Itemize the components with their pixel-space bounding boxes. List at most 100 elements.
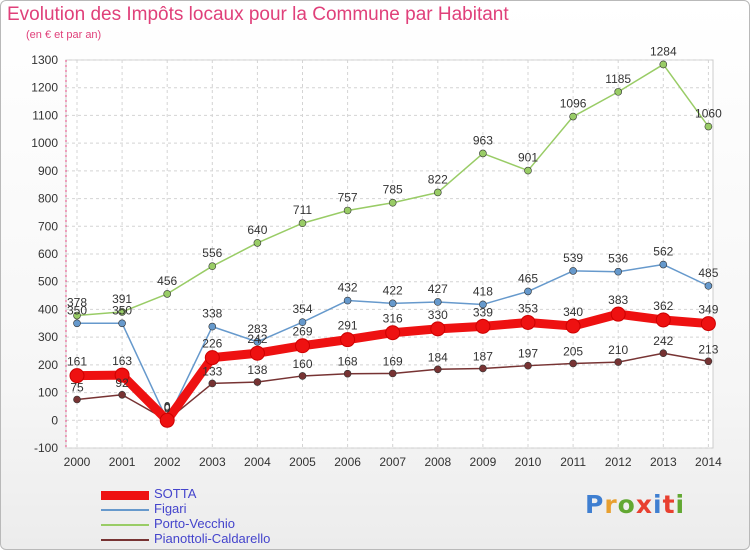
data-label: 226	[202, 337, 222, 351]
y-tick-label: 400	[38, 302, 58, 316]
data-point	[704, 357, 713, 366]
data-point	[204, 350, 220, 366]
data-label: 901	[518, 151, 538, 165]
data-point	[524, 166, 532, 175]
data-label: 1096	[560, 97, 587, 111]
x-tick-label: 2007	[379, 455, 406, 469]
y-tick-label: 500	[38, 275, 58, 289]
data-label: 169	[383, 354, 403, 368]
data-point	[433, 188, 442, 197]
x-tick-label: 2002	[154, 455, 181, 469]
data-label: 418	[473, 284, 493, 298]
data-label: 338	[202, 307, 222, 321]
data-label: 427	[428, 282, 448, 296]
data-label: 485	[698, 266, 718, 280]
data-label: 242	[653, 334, 673, 348]
data-label: 539	[563, 251, 583, 265]
data-label: 187	[473, 349, 493, 363]
legend-swatch	[101, 491, 149, 500]
x-tick-label: 2005	[289, 455, 316, 469]
data-label: 1284	[650, 44, 677, 58]
data-label: 168	[338, 355, 358, 369]
data-point	[614, 358, 623, 366]
data-label: 205	[563, 344, 583, 358]
y-tick-label: 300	[38, 330, 58, 344]
data-point	[163, 290, 171, 298]
data-label: 339	[473, 305, 493, 319]
proxiti-logo: Proxiti	[585, 490, 685, 519]
data-point	[388, 369, 397, 378]
data-point	[298, 372, 307, 380]
data-label: 785	[383, 183, 403, 197]
legend-swatch	[101, 524, 149, 526]
data-point	[118, 319, 126, 328]
data-point	[208, 262, 217, 270]
logo-letter: o	[617, 490, 636, 519]
data-label: 1185	[605, 72, 631, 86]
y-tick-label: 1300	[31, 53, 58, 67]
data-point	[73, 311, 81, 320]
data-label: 160	[292, 357, 312, 371]
data-label: 0	[164, 399, 171, 413]
data-label: 391	[112, 292, 132, 306]
data-point	[253, 239, 262, 247]
data-point	[208, 379, 217, 388]
x-tick-label: 2010	[515, 455, 542, 469]
data-label: 353	[518, 301, 538, 315]
data-point	[118, 308, 126, 316]
data-point	[433, 298, 442, 306]
y-tick-label: 700	[38, 219, 58, 233]
plot-area	[65, 59, 714, 449]
data-point	[118, 390, 126, 399]
data-point	[343, 206, 352, 215]
data-label: 213	[698, 342, 718, 356]
x-tick-label: 2011	[560, 455, 586, 469]
data-label: 432	[338, 281, 358, 295]
x-tick-label: 2003	[199, 455, 226, 469]
data-point	[524, 361, 532, 370]
data-point	[388, 198, 397, 207]
data-label: 640	[247, 223, 267, 237]
x-tick-label: 2008	[424, 455, 451, 469]
data-point	[114, 367, 130, 383]
data-point	[295, 338, 310, 354]
x-tick-label: 2004	[244, 455, 271, 469]
data-label: 963	[473, 133, 493, 147]
data-point	[253, 338, 262, 346]
chart-subtitle: (en € et par an)	[26, 29, 102, 41]
data-label: 822	[428, 172, 448, 186]
data-point	[249, 345, 265, 361]
data-point	[73, 319, 81, 328]
data-point	[524, 287, 532, 296]
logo-letter: i	[653, 490, 663, 519]
data-point	[388, 299, 397, 308]
data-point	[655, 312, 671, 328]
data-label: 456	[157, 274, 177, 288]
data-label: 197	[518, 347, 538, 361]
data-point	[73, 395, 81, 404]
x-tick-label: 2012	[605, 455, 632, 469]
data-point	[610, 306, 626, 322]
data-label: 92	[115, 376, 129, 390]
data-label: 1060	[695, 107, 722, 121]
legend-label: Pianottoli-Caldarello	[154, 531, 271, 546]
data-label: 133	[202, 364, 222, 378]
data-label: 75	[70, 381, 84, 395]
data-point	[700, 316, 716, 332]
legend-label: SOTTA	[154, 486, 197, 501]
y-tick-label: 0	[51, 413, 58, 427]
logo-letter: P	[585, 490, 605, 519]
data-label: 0	[164, 401, 171, 415]
data-point	[298, 318, 307, 326]
data-point	[659, 349, 668, 358]
data-label: 757	[338, 190, 358, 204]
y-tick-label: 1000	[31, 136, 58, 150]
data-label: 316	[383, 312, 403, 326]
data-point	[479, 364, 487, 373]
data-point	[614, 267, 623, 276]
y-tick-label: 600	[38, 247, 58, 261]
legend-label: Porto-Vecchio	[154, 516, 235, 531]
data-label: 556	[202, 246, 222, 260]
data-label: 350	[112, 303, 132, 317]
